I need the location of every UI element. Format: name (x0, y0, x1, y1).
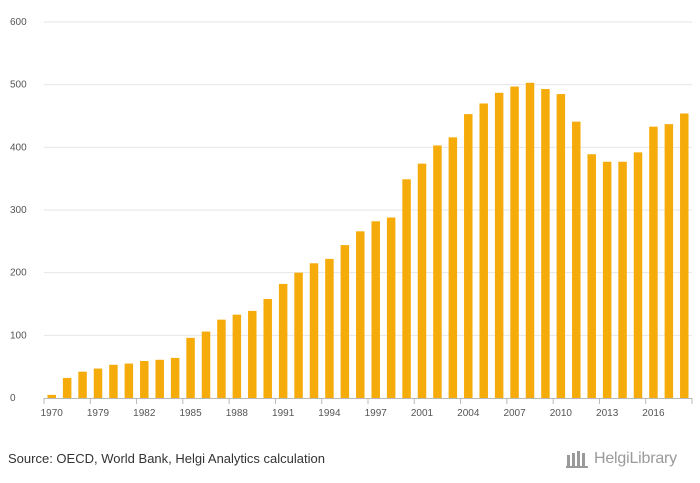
x-tick-label: 2016 (642, 408, 665, 419)
bar (510, 86, 519, 399)
brand-name: HelgiLibrary (594, 450, 677, 467)
bar (417, 163, 427, 398)
bar (479, 103, 488, 398)
x-tick-label: 1994 (318, 408, 341, 419)
y-tick-label: 0 (10, 393, 16, 404)
bar (140, 361, 149, 398)
bar (572, 121, 581, 398)
x-tick-label: 2007 (503, 408, 526, 419)
bar (386, 217, 396, 398)
bar (340, 245, 350, 398)
library-building-icon (566, 451, 588, 468)
y-axis-ticks: 0 100 200 300 400 500 600 (10, 17, 27, 404)
y-tick-label: 200 (10, 268, 27, 279)
x-tick-label: 1988 (226, 408, 249, 419)
x-tick-label: 1970 (41, 408, 64, 419)
bar (248, 310, 257, 398)
bar (124, 363, 134, 398)
bar (278, 283, 288, 398)
bar (433, 145, 442, 398)
y-tick-label: 100 (10, 330, 27, 341)
bar (356, 231, 365, 398)
bar (371, 221, 380, 398)
bar (62, 377, 72, 398)
bar (155, 359, 164, 398)
x-tick-label: 2004 (457, 408, 480, 419)
bar (633, 152, 643, 398)
bar (525, 82, 535, 398)
bar (448, 137, 458, 398)
x-tick-label: 1985 (179, 408, 202, 419)
bar (109, 364, 118, 398)
bar (664, 124, 674, 398)
x-tick-label: 2013 (596, 408, 619, 419)
bar (47, 394, 56, 398)
x-tick-label: 1991 (272, 408, 295, 419)
y-tick-label: 500 (10, 80, 27, 91)
bar (402, 179, 411, 398)
bar (587, 154, 596, 398)
bar (263, 298, 272, 398)
bar (618, 161, 627, 398)
grid-lines (44, 21, 692, 336)
bar (201, 331, 211, 398)
bar (680, 113, 689, 398)
bar (232, 314, 242, 398)
y-tick-label: 600 (10, 17, 27, 28)
y-tick-label: 400 (10, 142, 27, 153)
bar (464, 114, 473, 399)
x-tick-label: 2001 (411, 408, 434, 419)
bar (93, 368, 103, 398)
bar (602, 161, 612, 398)
y-tick-label: 300 (10, 205, 27, 216)
x-tick-label: 2010 (550, 408, 573, 419)
bar (170, 357, 180, 398)
bar (541, 89, 550, 398)
x-tick-label: 1979 (87, 408, 110, 419)
x-tick-label: 1982 (133, 408, 156, 419)
x-axis-ticks: 1970 1979 1982 1985 1988 1991 1994 1997 2001 2004… (41, 398, 693, 419)
bar (309, 263, 319, 398)
bar (494, 92, 504, 399)
source-note: Source: OECD, World Bank, Helgi Analytic… (8, 451, 325, 466)
bar (556, 94, 566, 399)
bar (325, 258, 334, 398)
bar (78, 371, 87, 398)
bar (649, 126, 658, 399)
helgi-library-logo: HelgiLibrary (566, 447, 677, 471)
bar (294, 272, 303, 398)
bar (217, 319, 226, 398)
x-tick-label: 1997 (365, 408, 388, 419)
bar (186, 337, 195, 398)
bars (47, 82, 689, 399)
